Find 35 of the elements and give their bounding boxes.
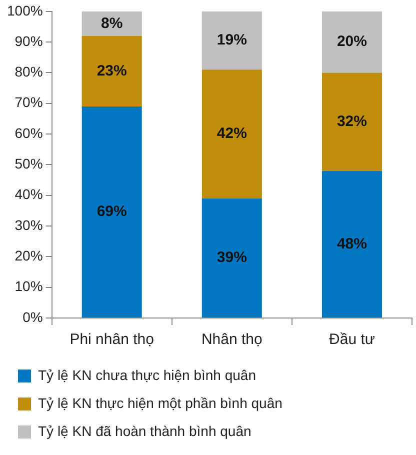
data-label: 19% — [216, 32, 247, 49]
data-label: 69% — [96, 203, 127, 220]
y-tick-label: 40% — [14, 186, 43, 202]
data-label: 20% — [336, 33, 367, 50]
y-tick-label: 100% — [6, 2, 43, 18]
bar — [322, 72, 382, 171]
data-label: 32% — [336, 112, 367, 130]
legend-label: Tỷ lệ KN thực hiện một phần bình quân — [38, 394, 282, 411]
bar — [82, 106, 142, 318]
bar — [202, 11, 262, 70]
x-tick-label: Đầu tư — [329, 331, 375, 348]
x-tick-label: Phi nhân thọ — [70, 331, 154, 348]
y-tick-label: 60% — [14, 124, 43, 141]
y-tick-label: 50% — [14, 156, 43, 172]
data-label: 39% — [216, 249, 247, 266]
bar — [202, 198, 262, 318]
legend-label: Tỷ lệ KN đã hoàn thành bình quân — [38, 422, 252, 439]
data-label: 23% — [96, 62, 127, 80]
legend-label: Tỷ lệ KN chưa thực hiện bình quân — [38, 366, 256, 383]
y-tick-label: 90% — [14, 32, 43, 49]
bar — [82, 36, 142, 106]
bar — [322, 11, 382, 73]
y-tick-label: 70% — [14, 94, 43, 110]
y-tick-label: 10% — [14, 278, 43, 294]
bar — [322, 170, 382, 318]
y-tick-label: 30% — [14, 216, 43, 233]
y-tick-label: 80% — [14, 64, 43, 80]
y-tick-label: 0% — [22, 308, 43, 325]
data-label: 8% — [100, 14, 123, 32]
bar — [82, 11, 142, 36]
data-label: 48% — [336, 235, 367, 252]
x-tick-label: Nhân thọ — [201, 331, 262, 348]
bar — [202, 70, 262, 198]
data-label: 42% — [216, 125, 247, 142]
y-tick-label: 20% — [14, 248, 43, 264]
